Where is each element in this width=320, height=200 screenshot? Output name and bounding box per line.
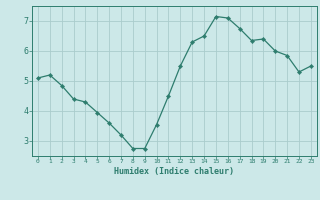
X-axis label: Humidex (Indice chaleur): Humidex (Indice chaleur) xyxy=(115,167,234,176)
